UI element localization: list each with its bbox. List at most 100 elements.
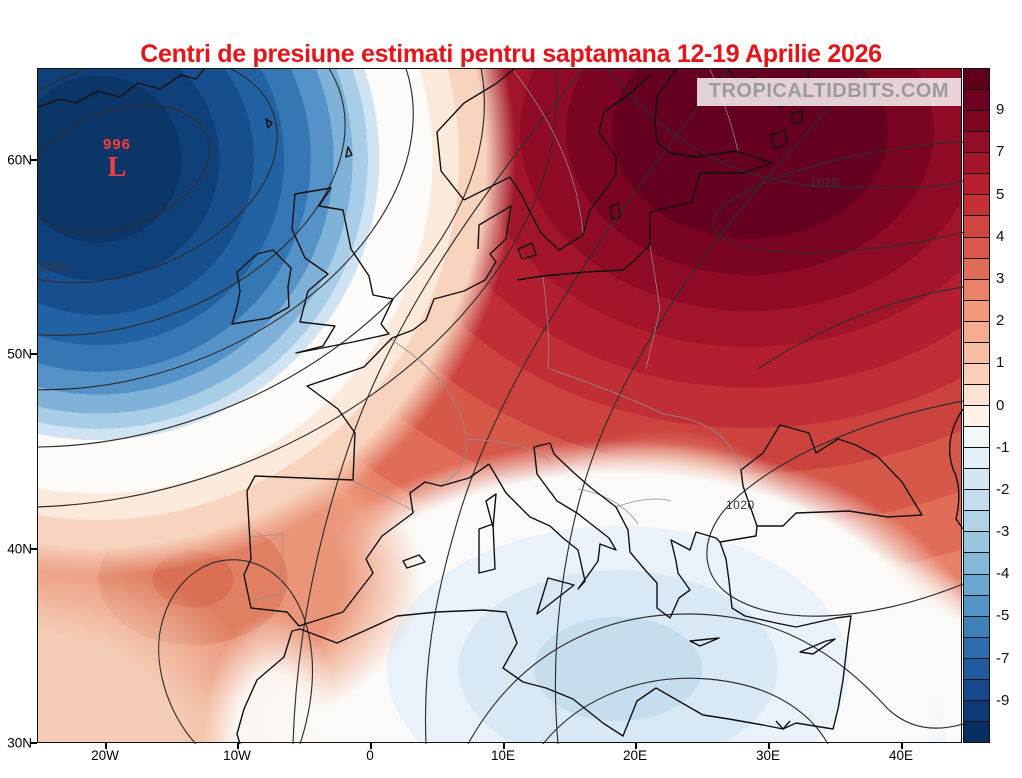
coastlines [38,69,963,744]
coast-denmark [391,205,512,339]
coast-turkey-levant-africa [236,541,852,744]
contour-label: 1028 [810,176,839,190]
lon-axis-label: 10W [223,748,251,763]
colorbar-cell [964,258,989,280]
coast-sicily [536,577,575,615]
coast-crete [689,637,720,647]
lon-axis-label: 40E [888,748,914,763]
coast-onega [791,110,803,124]
colorbar-cell [964,700,989,722]
lon-axis-label: 20E [622,748,648,763]
colorbar [963,68,990,743]
colorbar-cell [964,448,989,470]
lon-axis-label: 30E [755,748,781,763]
colorbar-cell [964,300,989,322]
colorbar-cell [964,679,989,701]
page-title: Centri de presiune estimati pentru sapta… [140,40,882,68]
colorbar-cell [964,363,989,385]
lon-axis-tick [768,743,770,749]
colorbar-cell [964,195,989,217]
colorbar-tick-label: 4 [996,227,1005,245]
coast-zealand [517,242,537,260]
lat-axis-label: 50N [7,346,32,362]
colorbar-tick-label: -3 [996,523,1010,541]
lat-axis-tick [30,742,37,744]
colorbar-cell [964,153,989,175]
watermark: TROPICALTIDBITS.COM [696,78,961,106]
colorbar-cell [964,469,989,491]
colorbar-tick-label: -9 [996,691,1010,709]
colorbar-cell [964,427,989,449]
coast-britain [291,187,394,354]
colorbar-cell [964,321,989,343]
colorbar-cell [964,532,989,554]
lat-axis-label: 60N [7,152,32,168]
colorbar-cell [964,237,989,259]
lat-axis-label: 30N [7,735,32,751]
coast-nile-delta [775,720,791,730]
lon-axis-tick [105,743,107,749]
coast-italy [488,442,617,590]
lat-axis-tick [30,159,37,161]
coast-france-iberia [243,337,490,627]
colorbar-cell [964,553,989,575]
coast-faroe [265,118,273,129]
colorbar-tick-label: -7 [996,649,1010,667]
colorbar-cell [964,216,989,238]
coast-balearics [402,554,426,569]
isobar-contours [38,69,963,744]
coast-cyprus [799,638,836,655]
colorbar-tick-label: 5 [996,185,1005,203]
colorbar-cell [964,490,989,512]
coast-caspian-edge [948,408,963,530]
coast-ireland [231,249,292,325]
coast-iceland [38,69,205,108]
colorbar-cell [964,384,989,406]
coast-finland-baltic-south [516,69,773,281]
coast-sardinia [478,523,496,574]
colorbar-tick-label: -4 [996,565,1010,583]
lat-axis-tick [30,353,37,355]
colorbar-cell [964,595,989,617]
colorbar-tick-label: -5 [996,607,1010,625]
lon-axis-label: 0 [366,748,374,763]
pressure-low-center: 996 L [86,137,148,182]
colorbar-tick-label: 1 [996,354,1005,372]
contour-label: 1000 [39,260,68,274]
colorbar-cell [964,511,989,533]
map-panel: TROPICALTIDBITS.COM 996 L 1000 1028 1020 [37,68,963,744]
lon-axis-tick [503,743,505,749]
colorbar-cell [964,721,989,742]
colorbar-cell [964,406,989,428]
colorbar-tick-label: 7 [996,143,1005,161]
colorbar-tick-label: -1 [996,438,1010,456]
coast-blacksea [719,424,923,543]
coast-norway [436,69,515,201]
pressure-low-value: 996 [102,136,132,153]
colorbar-cell [964,111,989,133]
colorbar-cell [964,342,989,364]
colorbar-cell [964,279,989,301]
coast-gotland [609,202,621,220]
lon-axis-tick [237,743,239,749]
colorbar-tick-label: 2 [996,312,1005,330]
lon-axis-label: 10E [490,748,516,763]
lon-axis-tick [370,743,372,749]
colorbar-labels: 9 7 5 4 3 2 1 0 -1 -2 -3 -4 -5 -7 -9 [996,68,1022,743]
colorbar-cell [964,574,989,596]
lat-axis-tick [30,548,37,550]
colorbar-tick-label: 9 [996,101,1005,119]
colorbar-tick-label: 3 [996,269,1005,287]
pressure-low-symbol: L [107,152,127,183]
colorbar-cell [964,132,989,154]
map-overlay-svg [38,69,963,744]
colorbar-cell [964,174,989,196]
lon-axis-label: 20W [91,748,119,763]
lon-axis-tick [635,743,637,749]
colorbar-cell [964,658,989,680]
lon-axis-tick [901,743,903,749]
coast-sweden-baltic [509,73,652,251]
coast-ladoga [770,130,788,150]
coast-shetland [345,146,353,158]
